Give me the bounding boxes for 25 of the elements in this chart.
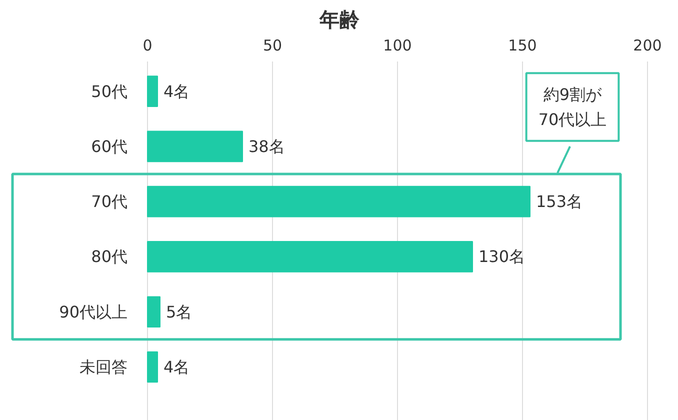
data-label: 4名 xyxy=(164,358,190,377)
x-tick-label: 100 xyxy=(383,36,412,54)
data-label: 4名 xyxy=(164,82,190,101)
x-tick-label: 50 xyxy=(262,36,282,54)
y-tick-label: 50代 xyxy=(91,82,128,101)
bar xyxy=(147,351,158,383)
data-label: 153名 xyxy=(536,192,583,212)
bar xyxy=(147,130,243,162)
x-tick-label: 150 xyxy=(508,36,537,54)
bar xyxy=(147,76,158,107)
x-tick-label: 200 xyxy=(633,36,662,54)
bar xyxy=(147,186,530,218)
data-label: 130名 xyxy=(478,247,526,266)
chart-title: 年齢 xyxy=(318,8,360,32)
data-label: 38名 xyxy=(248,136,285,156)
y-tick-label: 70代 xyxy=(91,192,128,212)
y-tick-label: 60代 xyxy=(91,136,128,156)
annotation: 約9割が 70代以上 xyxy=(538,85,607,129)
y-tick-label: 80代 xyxy=(91,247,128,266)
data-label: 5名 xyxy=(166,302,192,322)
y-tick-label: 未回答 xyxy=(80,358,128,377)
x-tick-label: 0 xyxy=(142,36,152,54)
y-tick-label: 90代以上 xyxy=(59,302,128,322)
bar xyxy=(147,296,160,328)
bar xyxy=(147,241,473,272)
